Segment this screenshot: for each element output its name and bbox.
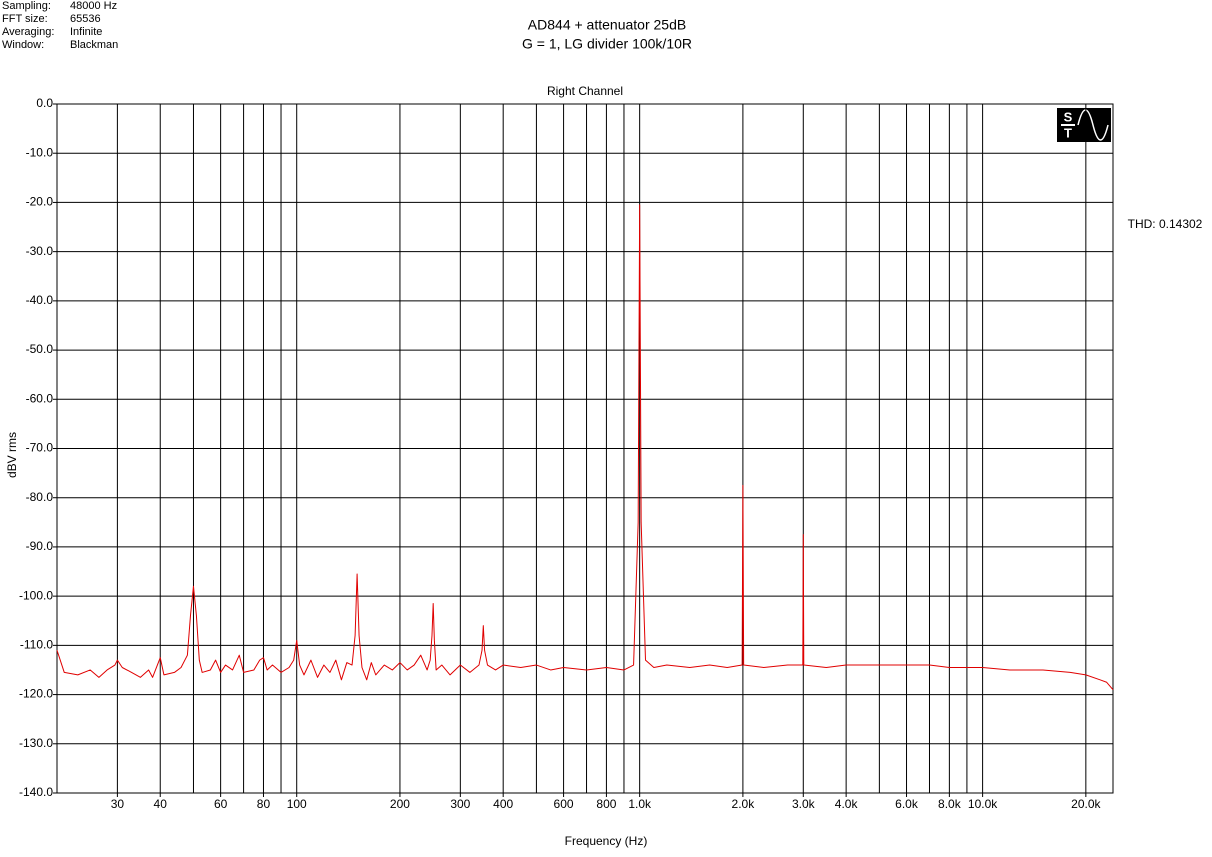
logo-letter: S — [1064, 109, 1073, 124]
plot-title: Right Channel — [547, 84, 623, 98]
y-tick-label: -90.0 — [26, 539, 54, 553]
logo-wave — [1077, 109, 1109, 141]
chart-title: AD844 + attenuator 25dB — [528, 17, 686, 33]
x-tick-label: 100 — [287, 797, 307, 811]
header-key: Averaging: — [2, 26, 54, 38]
y-axis-label: dBV rms — [5, 432, 19, 478]
x-tick-label: 1.0k — [628, 797, 652, 811]
plot-frame — [56, 103, 1114, 794]
x-tick-label: 40 — [154, 797, 168, 811]
x-tick-label: 20.0k — [1071, 797, 1101, 811]
x-tick-label: 4.0k — [835, 797, 859, 811]
header-key: Window: — [2, 39, 44, 51]
y-tick-label: -130.0 — [19, 736, 53, 750]
x-tick-label: 80 — [257, 797, 271, 811]
y-tick-label: -10.0 — [26, 145, 54, 159]
header-key: FFT size: — [2, 13, 48, 25]
y-tick-label: 0.0 — [36, 96, 53, 110]
header-key: Sampling: — [2, 0, 51, 12]
y-tick-label: -80.0 — [26, 490, 54, 504]
x-tick-label: 300 — [450, 797, 470, 811]
y-tick-label: -30.0 — [26, 244, 54, 258]
x-tick-label: 600 — [554, 797, 574, 811]
x-tick-label: 10.0k — [968, 797, 998, 811]
y-tick-label: -50.0 — [26, 342, 54, 356]
y-tick-label: -100.0 — [19, 588, 53, 602]
x-tick-label: 2.0k — [732, 797, 756, 811]
chart-subtitle: G = 1, LG divider 100k/10R — [522, 36, 692, 52]
y-tick-label: -120.0 — [19, 687, 53, 701]
x-tick-label: 200 — [390, 797, 410, 811]
header-value: Infinite — [70, 26, 102, 38]
y-tick-label: -70.0 — [26, 441, 54, 455]
header-value: 65536 — [70, 13, 101, 25]
y-tick-label: -110.0 — [20, 638, 53, 652]
header-value: 48000 Hz — [70, 0, 117, 12]
x-tick-label: 60 — [214, 797, 228, 811]
header-value: Blackman — [70, 39, 118, 51]
y-tick-label: -140.0 — [19, 785, 53, 799]
x-tick-label: 800 — [596, 797, 616, 811]
y-tick-label: -20.0 — [26, 195, 54, 209]
x-tick-label: 400 — [493, 797, 513, 811]
y-tick-label: -60.0 — [26, 391, 54, 405]
x-tick-label: 30 — [111, 797, 125, 811]
x-tick-label: 6.0k — [895, 797, 919, 811]
x-axis-label: Frequency (Hz) — [565, 834, 648, 848]
data-line — [56, 204, 1114, 690]
logo-letter: T — [1064, 125, 1072, 140]
x-tick-label: 8.0k — [938, 797, 962, 811]
logo: S T — [1057, 108, 1111, 142]
header: Sampling: 48000 Hz FFT size: 65536 Avera… — [2, 0, 118, 51]
y-tick-label: -40.0 — [26, 293, 54, 307]
x-tick-label: 3.0k — [792, 797, 816, 811]
thd-annotation: THD: 0.14302 — [1128, 217, 1203, 231]
